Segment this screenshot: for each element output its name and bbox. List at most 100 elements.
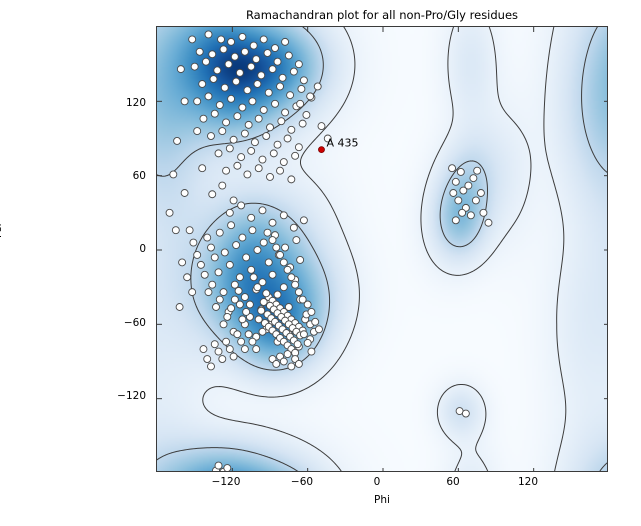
data-point[interactable]	[298, 119, 307, 128]
data-point[interactable]	[287, 273, 296, 282]
data-point[interactable]	[268, 218, 277, 227]
data-point[interactable]	[284, 303, 293, 311]
data-point[interactable]	[225, 208, 234, 217]
data-point[interactable]	[227, 304, 236, 313]
data-point[interactable]	[268, 65, 277, 74]
data-point[interactable]	[303, 338, 312, 347]
data-point[interactable]	[271, 99, 279, 108]
data-point[interactable]	[233, 330, 242, 339]
data-point[interactable]	[245, 300, 254, 309]
data-point[interactable]	[262, 132, 271, 140]
data-point[interactable]	[208, 280, 217, 289]
data-point[interactable]	[190, 62, 199, 71]
data-point[interactable]	[227, 94, 236, 103]
data-point[interactable]	[232, 241, 241, 249]
data-point[interactable]	[278, 73, 287, 82]
data-point[interactable]	[279, 211, 288, 220]
data-point[interactable]	[299, 330, 308, 339]
data-point[interactable]	[296, 255, 305, 264]
data-point[interactable]	[214, 347, 223, 356]
data-point[interactable]	[210, 109, 219, 118]
data-point[interactable]	[459, 186, 468, 195]
data-point[interactable]	[232, 77, 241, 86]
data-point[interactable]	[208, 50, 217, 59]
data-point[interactable]	[258, 327, 267, 336]
data-point[interactable]	[283, 134, 292, 143]
data-point[interactable]	[210, 340, 219, 349]
data-point[interactable]	[242, 307, 251, 316]
data-point[interactable]	[299, 76, 308, 85]
data-point[interactable]	[279, 283, 288, 292]
data-point[interactable]	[473, 166, 482, 175]
data-point[interactable]	[203, 355, 212, 363]
data-point[interactable]	[302, 111, 311, 119]
data-point[interactable]	[287, 175, 296, 184]
data-point[interactable]	[273, 290, 282, 299]
data-point[interactable]	[169, 170, 178, 179]
data-point[interactable]	[458, 208, 467, 217]
data-point[interactable]	[253, 80, 262, 88]
data-point[interactable]	[259, 106, 268, 114]
data-point[interactable]	[213, 66, 222, 75]
data-point[interactable]	[238, 233, 247, 242]
data-point[interactable]	[248, 337, 257, 346]
data-point[interactable]	[266, 123, 274, 132]
data-point[interactable]	[214, 268, 223, 277]
data-point[interactable]	[281, 37, 290, 46]
data-point[interactable]	[249, 273, 258, 282]
data-point[interactable]	[233, 161, 242, 170]
data-point[interactable]	[247, 265, 256, 274]
data-point[interactable]	[171, 226, 180, 235]
data-point[interactable]	[215, 101, 224, 110]
data-point[interactable]	[240, 293, 249, 302]
data-point[interactable]	[249, 41, 258, 50]
data-point[interactable]	[276, 251, 284, 259]
data-point[interactable]	[263, 49, 272, 57]
data-point[interactable]	[209, 75, 218, 83]
data-point[interactable]	[202, 57, 210, 66]
data-point[interactable]	[225, 260, 234, 269]
data-point[interactable]	[479, 208, 488, 217]
data-point[interactable]	[195, 47, 204, 56]
data-point[interactable]	[210, 253, 219, 262]
data-point[interactable]	[230, 280, 239, 289]
data-point[interactable]	[223, 312, 232, 321]
data-point[interactable]	[229, 352, 238, 361]
data-point[interactable]	[178, 258, 187, 267]
data-point[interactable]	[196, 260, 205, 269]
data-point[interactable]	[276, 82, 284, 91]
data-point[interactable]	[222, 337, 231, 346]
data-point[interactable]	[238, 315, 247, 324]
data-point[interactable]	[317, 122, 326, 131]
data-point[interactable]	[268, 270, 277, 279]
data-point[interactable]	[229, 196, 238, 205]
data-point[interactable]	[220, 248, 229, 257]
data-point[interactable]	[281, 243, 290, 252]
scatter-points[interactable]	[165, 30, 493, 472]
data-point[interactable]	[227, 221, 236, 230]
data-point[interactable]	[218, 127, 227, 136]
data-point[interactable]	[212, 303, 220, 311]
data-point[interactable]	[244, 330, 253, 339]
data-point[interactable]	[299, 216, 308, 225]
data-point[interactable]	[199, 114, 208, 123]
data-point[interactable]	[294, 360, 303, 368]
data-point[interactable]	[284, 51, 293, 60]
data-point[interactable]	[230, 295, 239, 304]
data-point[interactable]	[298, 295, 307, 304]
data-point[interactable]	[173, 137, 182, 145]
data-point[interactable]	[273, 57, 282, 66]
data-point[interactable]	[311, 317, 320, 326]
data-point[interactable]	[258, 278, 267, 287]
data-point[interactable]	[165, 208, 174, 217]
data-point[interactable]	[279, 357, 288, 366]
data-point[interactable]	[204, 288, 213, 297]
data-point[interactable]	[237, 337, 246, 346]
data-point[interactable]	[225, 345, 234, 354]
data-point[interactable]	[323, 134, 332, 143]
data-point[interactable]	[243, 170, 252, 179]
data-point[interactable]	[175, 303, 184, 311]
data-point[interactable]	[259, 298, 268, 306]
data-point[interactable]	[287, 125, 296, 134]
data-point[interactable]	[264, 258, 273, 267]
